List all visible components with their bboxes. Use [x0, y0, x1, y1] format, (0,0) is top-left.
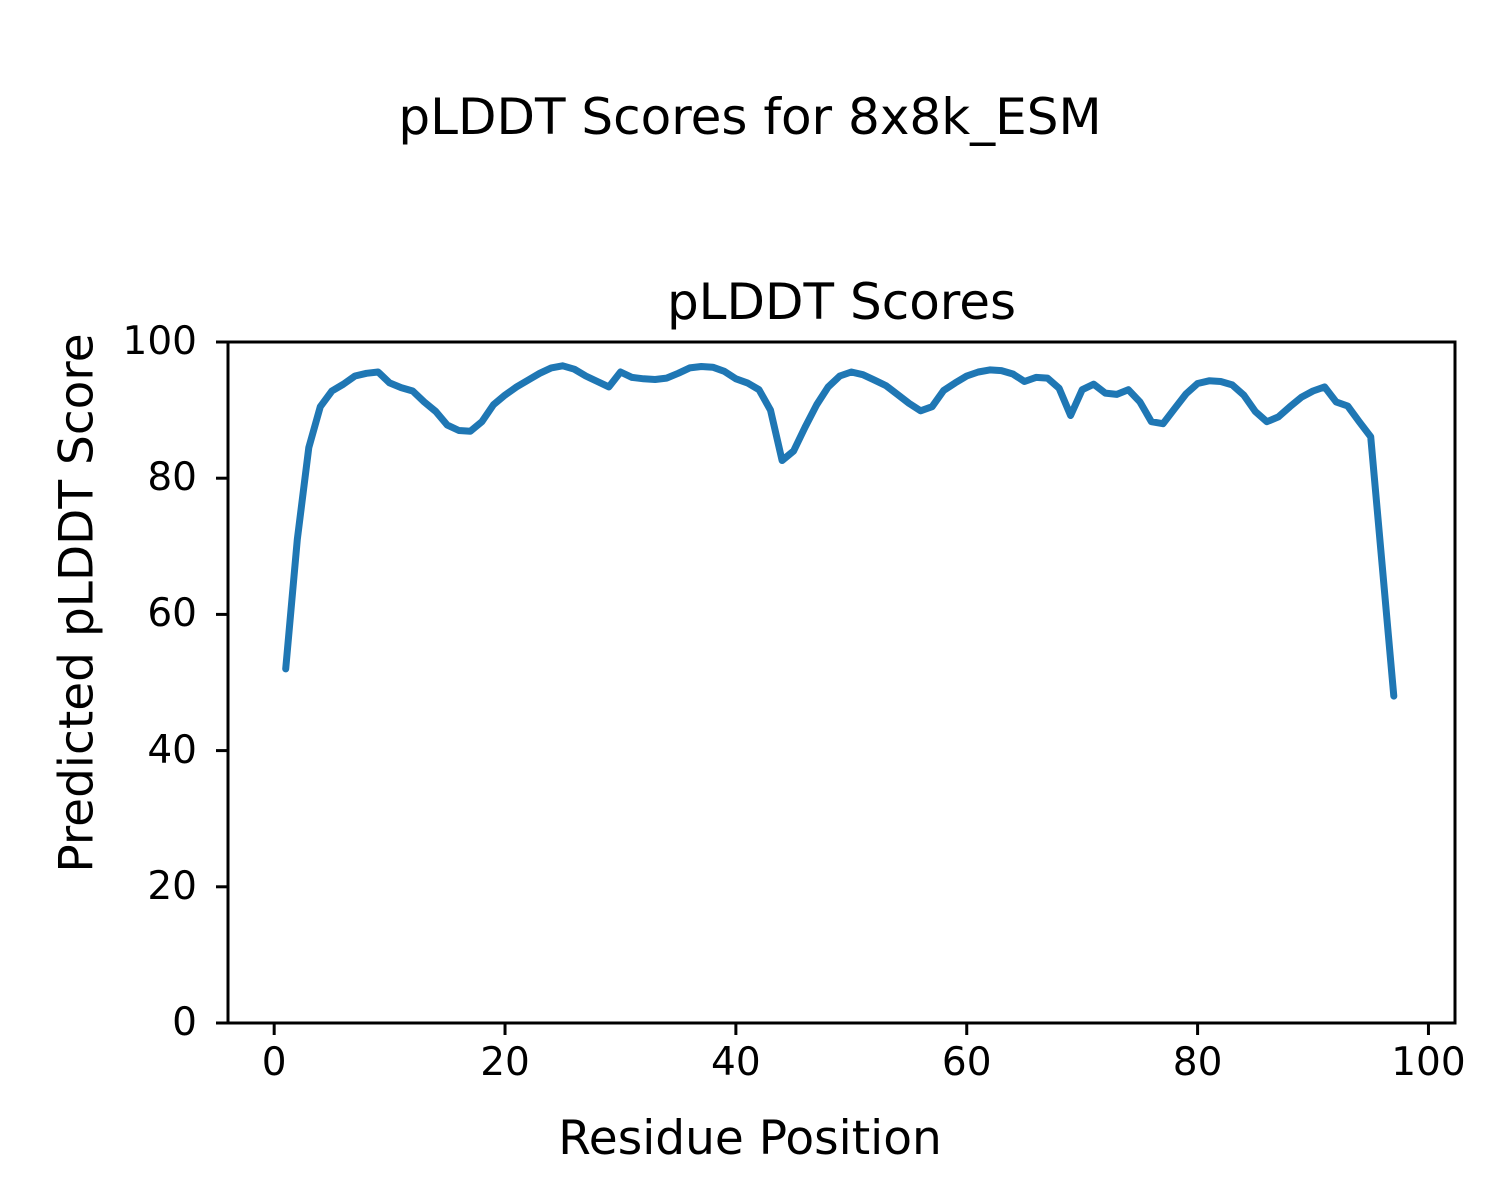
x-tick-label: 60	[941, 1040, 992, 1085]
y-tick-label: 20	[147, 863, 197, 909]
y-axis-label: Predicted pLDDT Score	[49, 333, 105, 873]
x-axis-label: Residue Position	[558, 1111, 942, 1166]
tick-marks	[216, 340, 1430, 1035]
axes-title: pLDDT Scores	[666, 273, 1017, 331]
plddt-line-series	[282, 362, 1398, 700]
y-tick-label: 80	[147, 455, 197, 501]
x-tick-label: 100	[1391, 1040, 1466, 1085]
x-tick-label: 20	[480, 1040, 530, 1085]
x-tick-label: 0	[261, 1040, 287, 1085]
y-tick-label: 40	[147, 727, 197, 773]
figure-title: pLDDT Scores for 8x8k_ESM	[398, 88, 1102, 146]
x-tick-label: 40	[711, 1040, 761, 1085]
plot-border	[226, 340, 1457, 1025]
y-tick-label: 100	[122, 319, 197, 364]
y-tick-label: 0	[172, 1000, 197, 1045]
x-tick-label: 80	[1172, 1040, 1223, 1085]
y-tick-label: 60	[147, 591, 197, 637]
